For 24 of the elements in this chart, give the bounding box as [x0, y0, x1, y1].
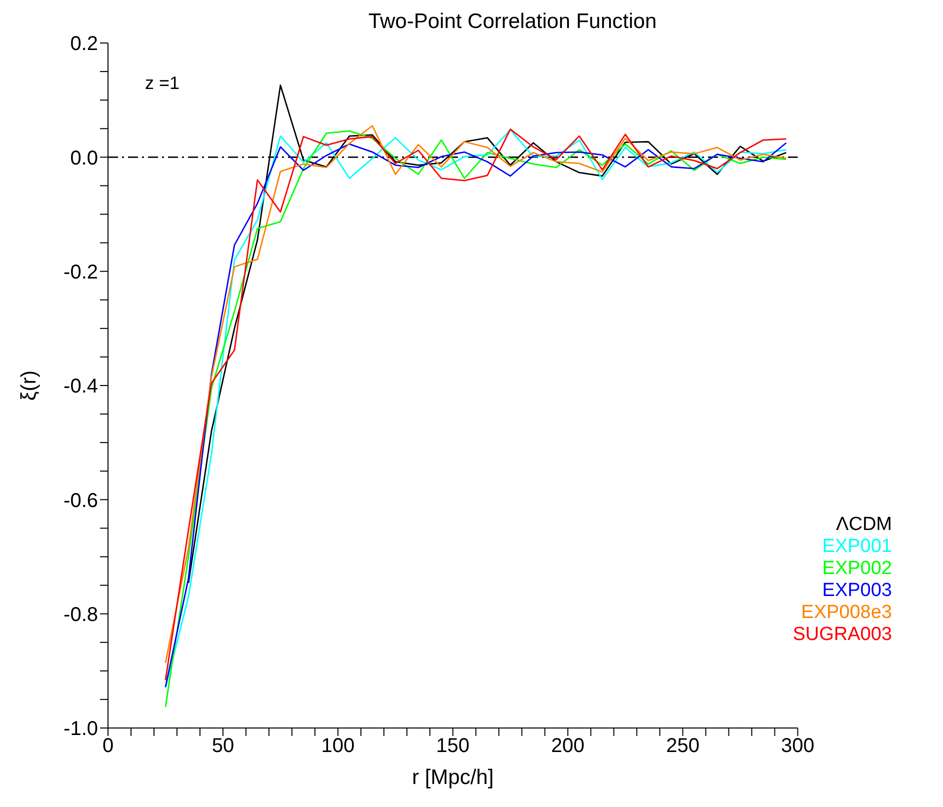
x-tick-label: 300 — [781, 735, 814, 758]
x-tick-label: 50 — [212, 735, 234, 758]
y-axis-title: ξ(r) — [17, 370, 40, 401]
text: ΛCDM — [835, 514, 892, 536]
x-tick-label: 150 — [436, 735, 470, 758]
x-tick-label: 200 — [551, 735, 584, 758]
x-axis-title: r [Mpc/h] — [412, 766, 494, 789]
y-tick-label: 0.0 — [70, 147, 98, 170]
x-tick-label: 250 — [666, 735, 700, 758]
text: SUGRA003 — [792, 624, 892, 646]
y-tick-label: -0.2 — [64, 261, 98, 284]
y-tick-label: -0.8 — [64, 604, 98, 626]
y-tick-label: -1.0 — [64, 718, 98, 740]
text: EXP008e3 — [800, 602, 892, 624]
chart-title: Two-Point Correlation Function — [367, 10, 658, 34]
text: EXP001 — [821, 536, 892, 558]
x-tick-label: 0 — [102, 735, 114, 758]
text: EXP003 — [821, 580, 892, 602]
annotation: z =1 — [145, 73, 180, 94]
y-tick-label: -0.6 — [64, 490, 98, 512]
text: EXP002 — [821, 558, 892, 580]
x-tick-label: 100 — [321, 735, 355, 758]
y-tick-label: 0.2 — [70, 33, 98, 56]
y-tick-label: -0.4 — [64, 376, 98, 398]
